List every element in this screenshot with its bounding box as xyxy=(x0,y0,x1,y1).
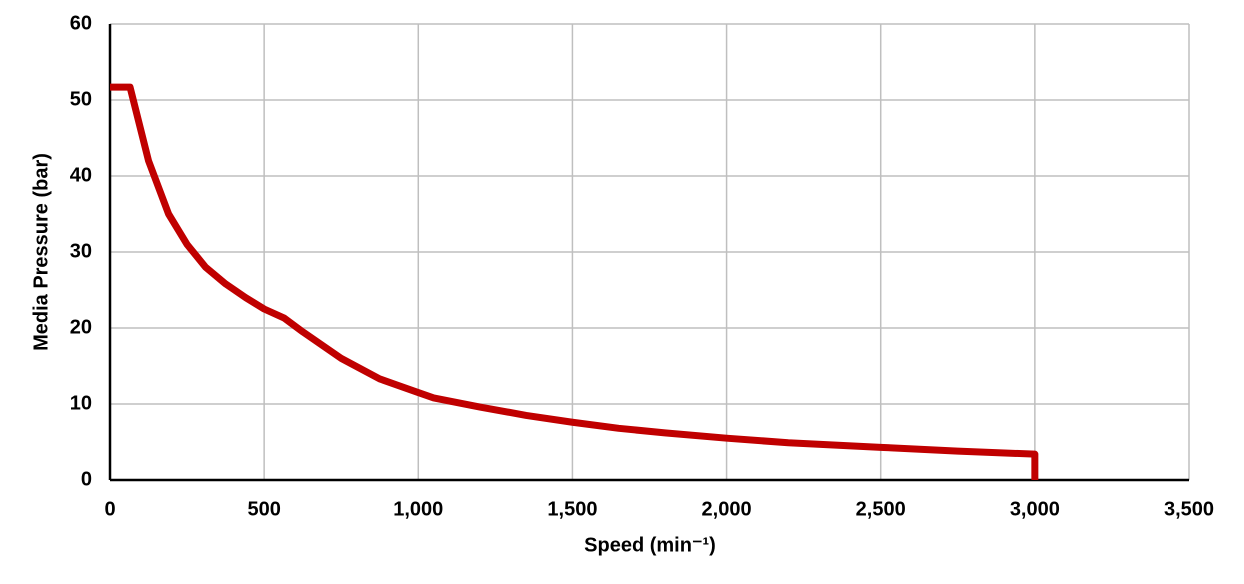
x-tick-label: 0 xyxy=(104,498,115,520)
y-axis-label: Media Pressure (bar) xyxy=(30,153,52,351)
x-tick-label: 3,500 xyxy=(1164,498,1214,520)
y-tick-label: 60 xyxy=(70,12,92,34)
y-tick-label: 50 xyxy=(70,88,92,110)
y-tick-label: 10 xyxy=(70,392,92,414)
y-tick-label: 30 xyxy=(70,240,92,262)
y-tick-label: 20 xyxy=(70,316,92,338)
line xyxy=(110,83,1039,480)
x-tick-label: 500 xyxy=(247,498,280,520)
x-tick-label: 2,500 xyxy=(856,498,906,520)
x-tick-label: 3,000 xyxy=(1010,498,1060,520)
y-tick-label: 0 xyxy=(81,468,92,490)
x-tick-label: 1,500 xyxy=(547,498,597,520)
x-tick-label: 1,000 xyxy=(393,498,443,520)
x-tick-label: 2,000 xyxy=(702,498,752,520)
x-axis-label: Speed (min⁻¹) xyxy=(584,534,716,556)
y-tick-label: 40 xyxy=(70,164,92,186)
